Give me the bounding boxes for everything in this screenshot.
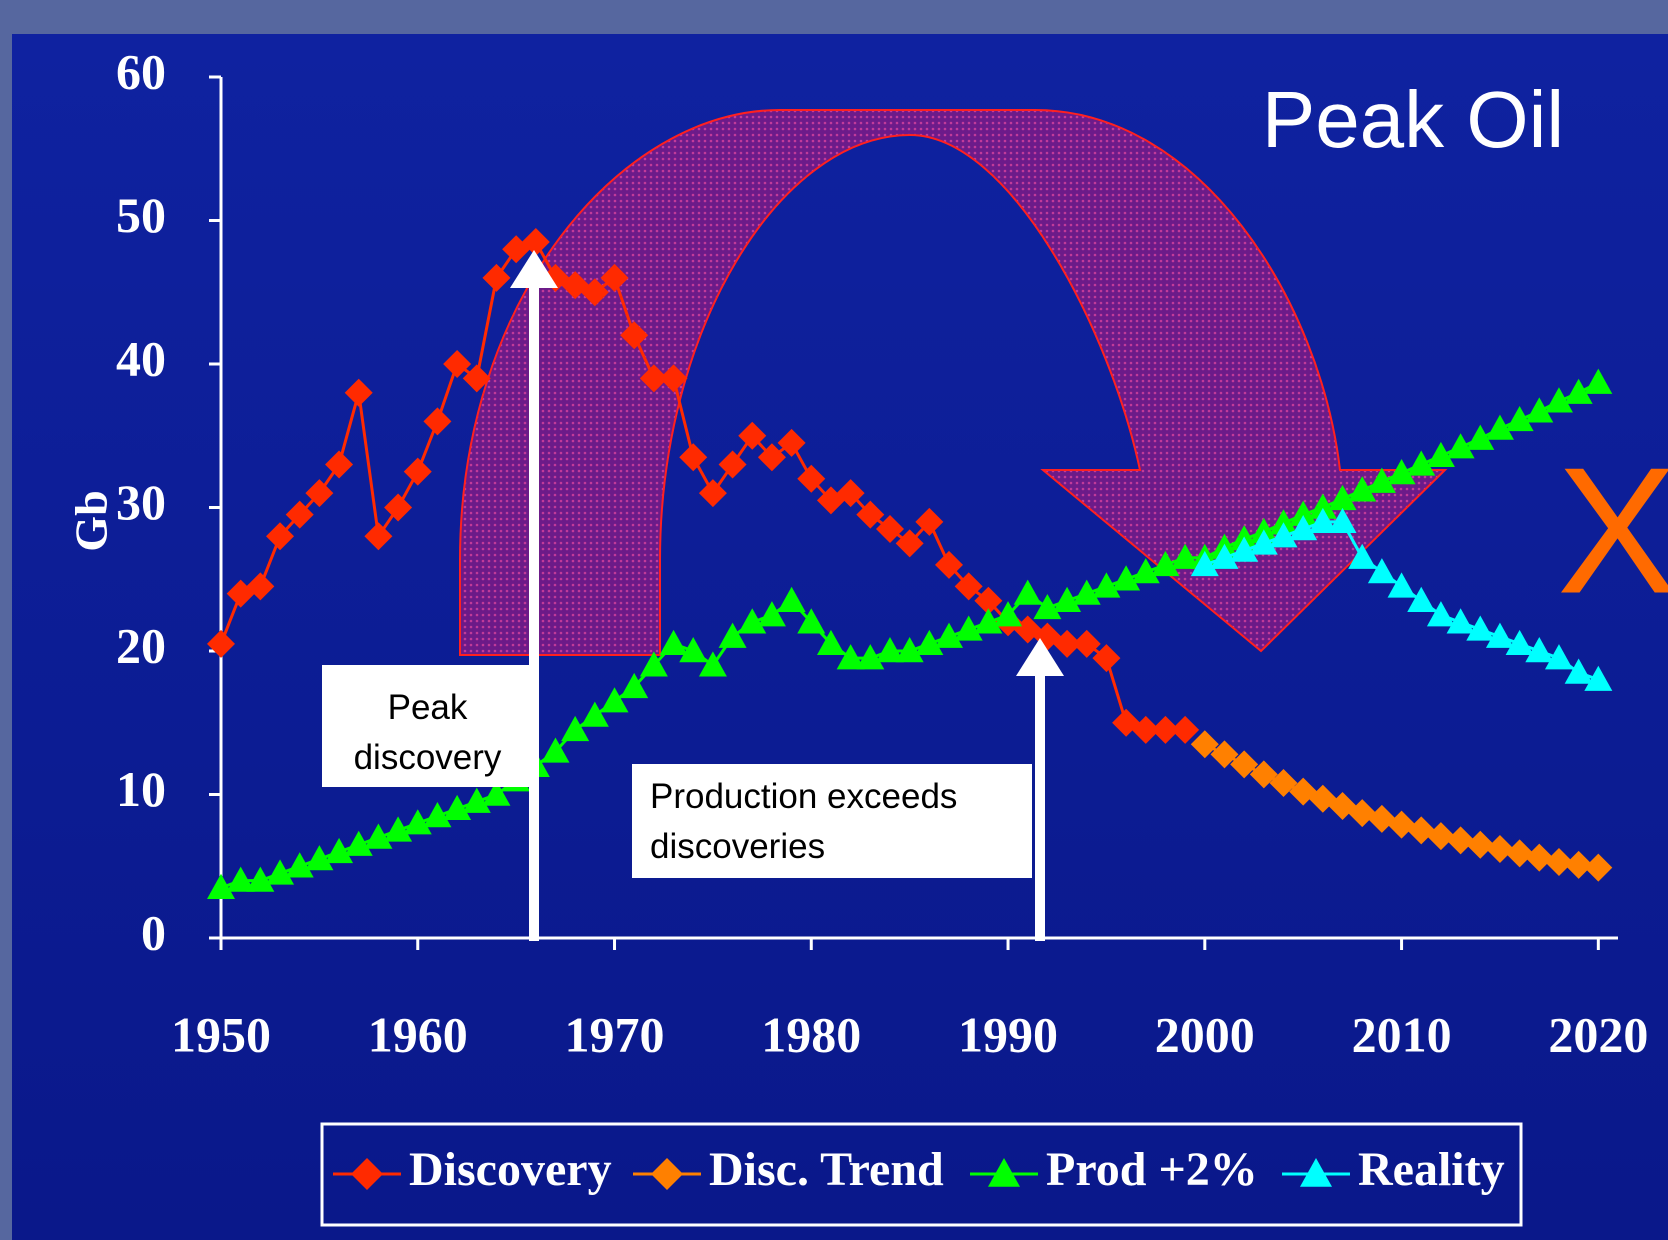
legend-label: Reality bbox=[1358, 1143, 1505, 1196]
y-tick-label: 50 bbox=[116, 187, 166, 243]
x-tick-label: 1960 bbox=[368, 1006, 468, 1062]
legend-label: Discovery bbox=[409, 1143, 612, 1196]
note-text: Peak discovery bbox=[340, 683, 515, 783]
y-tick-label: 10 bbox=[116, 761, 166, 817]
y-tick-label: 20 bbox=[116, 617, 166, 673]
y-tick-label: 60 bbox=[116, 43, 166, 99]
peak-discovery-note: Peak discovery bbox=[322, 665, 532, 787]
slide: Peak Oil Gb X 0 10 20 30 40 50 60 1950 1960 1970 1… bbox=[0, 0, 1668, 1240]
x-tick-label: 2000 bbox=[1155, 1006, 1255, 1062]
note-text: Production exceeds discoveries bbox=[650, 772, 1020, 872]
y-tick-label: 0 bbox=[141, 904, 166, 960]
y-axis-label: Gb bbox=[66, 490, 117, 551]
x-tick-label: 2020 bbox=[1548, 1006, 1648, 1062]
x-tick-label: 2010 bbox=[1352, 1006, 1452, 1062]
production-note: Production exceeds discoveries bbox=[632, 764, 1032, 878]
x-tick-label: 1990 bbox=[958, 1006, 1058, 1062]
x-tick-label: 1970 bbox=[565, 1006, 665, 1062]
y-tick-label: 30 bbox=[116, 474, 166, 530]
chart-title: Peak Oil bbox=[1262, 75, 1564, 164]
legend-label: Disc. Trend bbox=[709, 1143, 944, 1196]
legend-label: Prod +2% bbox=[1046, 1143, 1258, 1196]
x-tick-label: 1980 bbox=[761, 1006, 861, 1062]
x-tick-label: 1950 bbox=[171, 1006, 271, 1062]
rejection-mark: X bbox=[1557, 431, 1668, 632]
chart: Peak Oil Gb X 0 10 20 30 40 50 60 1950 1960 1970 1… bbox=[0, 0, 1668, 1240]
y-tick-label: 40 bbox=[116, 330, 166, 386]
